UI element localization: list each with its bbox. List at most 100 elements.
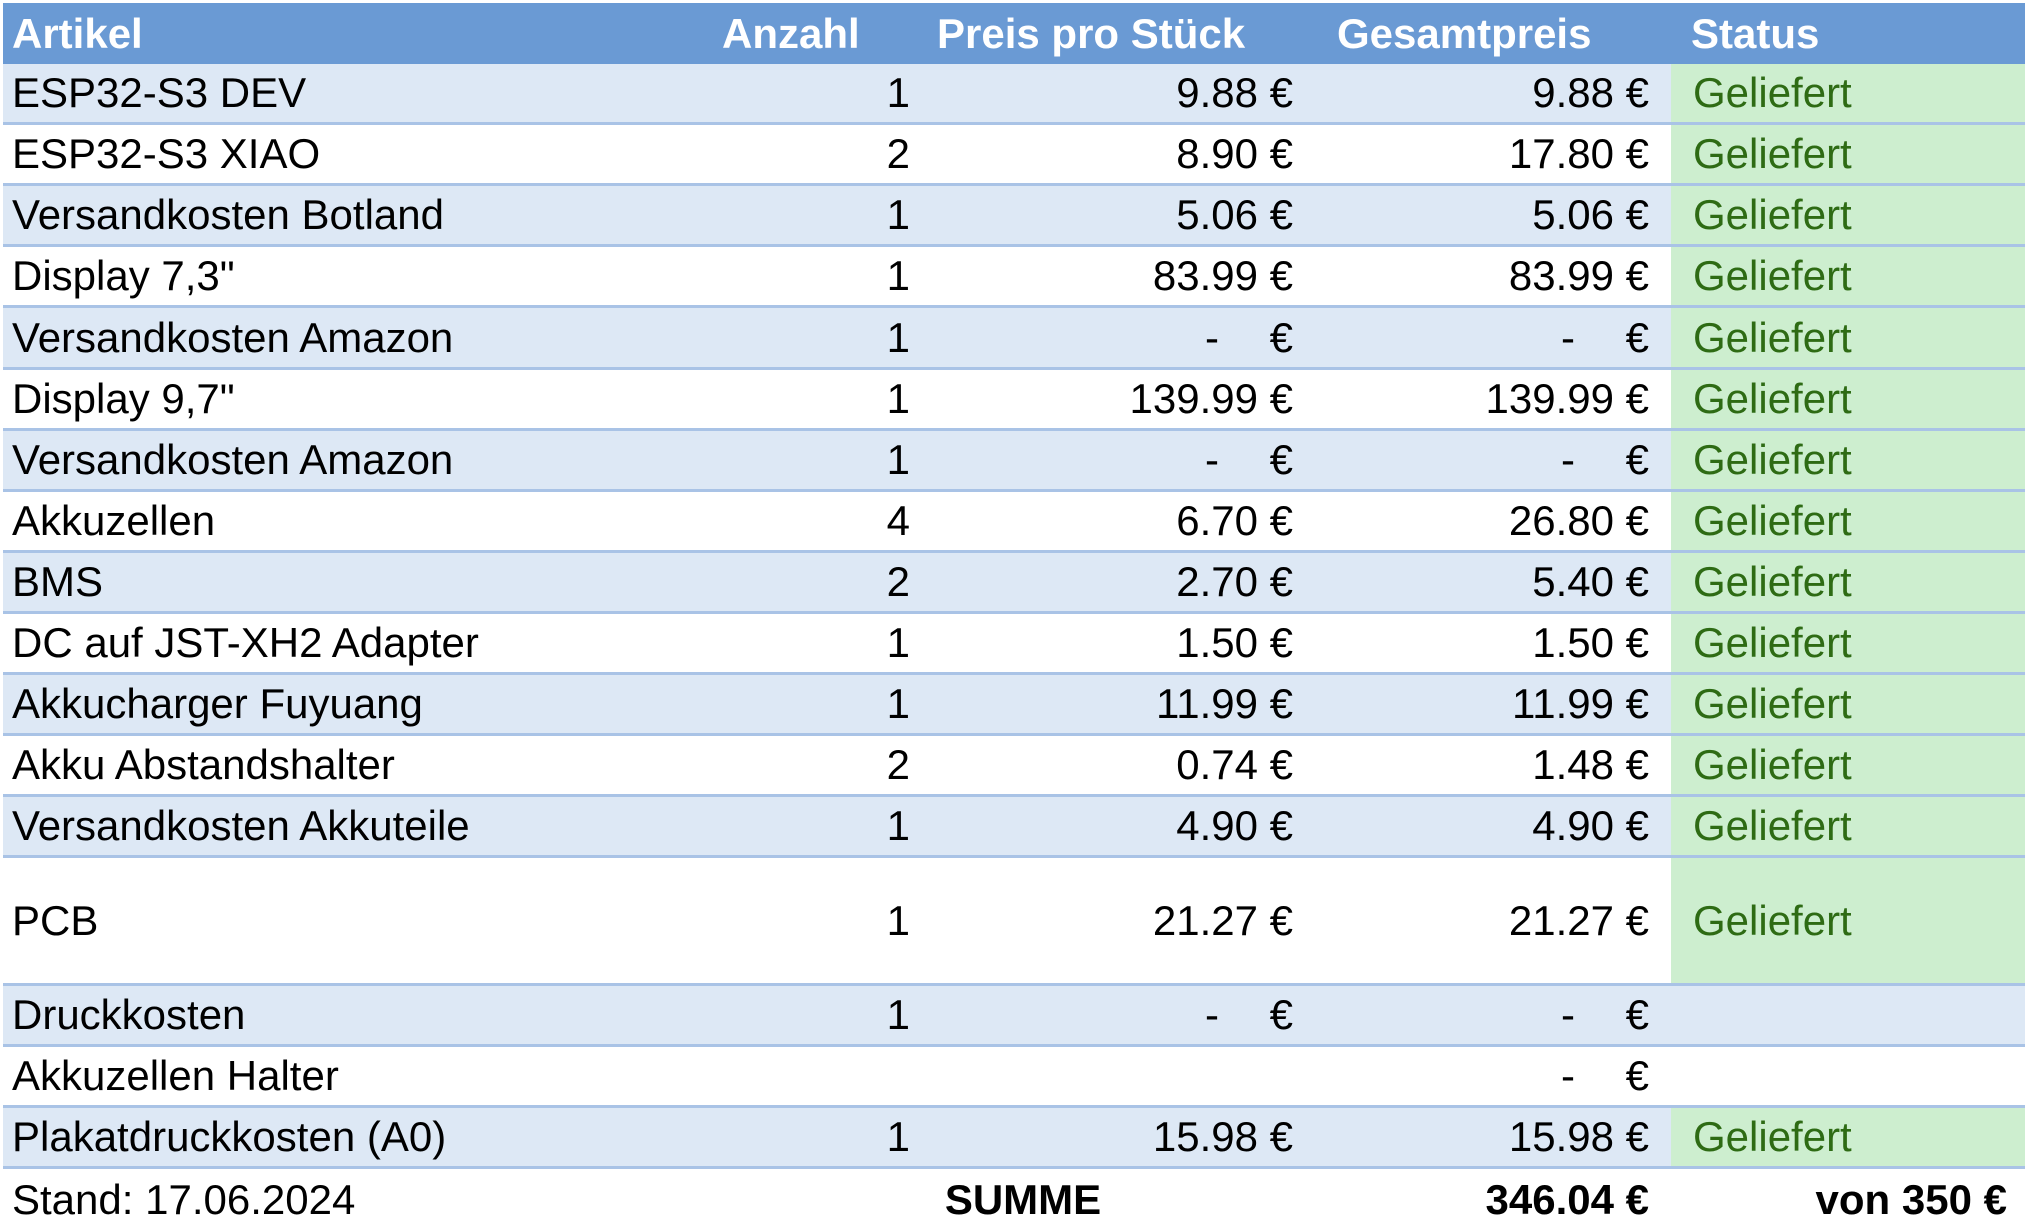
cell-anzahl[interactable]: 2 — [886, 558, 910, 605]
cell-preis[interactable] — [919, 1047, 1315, 1105]
cell-status[interactable] — [1671, 1047, 2025, 1105]
currency-symbol: € — [1625, 991, 1649, 1038]
cell-anzahl[interactable]: 1 — [886, 680, 910, 727]
cell-preis[interactable]: 139.99 € — [1129, 375, 1294, 422]
cell-gesamt[interactable]: 83.99 € — [1508, 252, 1649, 299]
table-row: ESP32-S3 XIAO 2 8.90 € 17.80 € Geliefert — [3, 125, 2025, 186]
table-row: Akku Abstandshalter 2 0.74 € 1.48 € Geliefer… — [3, 736, 2025, 797]
cell-gesamt[interactable]: 4.90 € — [1532, 802, 1649, 849]
cell-anzahl[interactable]: 1 — [886, 436, 910, 483]
cell-artikel[interactable]: Display 7,3" — [12, 252, 235, 299]
cell-anzahl[interactable]: 1 — [886, 991, 910, 1038]
cell-artikel[interactable]: BMS — [12, 558, 104, 605]
cell-anzahl[interactable]: 2 — [886, 741, 910, 788]
cell-preis[interactable]: 83.99 € — [1152, 252, 1293, 299]
cell-anzahl[interactable]: 1 — [886, 896, 910, 944]
table-row: Display 9,7" 1 139.99 € 139.99 € Geliefert — [3, 370, 2025, 431]
cell-preis[interactable]: - € — [919, 308, 1315, 367]
cell-preis[interactable]: 5.06 € — [1176, 191, 1293, 238]
column-header-gesamt[interactable]: Gesamtpreis — [1337, 9, 1592, 57]
cell-status[interactable]: Geliefert — [1671, 553, 2025, 611]
cell-artikel[interactable]: ESP32-S3 DEV — [12, 69, 307, 116]
cell-preis[interactable]: 1.50 € — [1176, 619, 1293, 666]
cell-gesamt[interactable]: - € — [1315, 1047, 1671, 1105]
cell-status[interactable]: Geliefert — [1671, 431, 2025, 489]
cell-preis[interactable]: 21.27 € — [1152, 896, 1293, 944]
cell-gesamt[interactable]: 26.80 € — [1508, 497, 1649, 544]
cell-gesamt[interactable]: 21.27 € — [1508, 896, 1649, 944]
cell-anzahl[interactable] — [711, 1047, 919, 1105]
cell-preis[interactable]: 9.88 € — [1176, 69, 1293, 116]
cell-anzahl[interactable]: 1 — [886, 252, 910, 299]
dash-value: - — [1205, 436, 1219, 483]
cell-artikel[interactable]: Druckkosten — [12, 991, 246, 1038]
cell-gesamt[interactable]: - € — [1315, 431, 1671, 489]
cell-status[interactable]: Geliefert — [1671, 614, 2025, 672]
cell-status[interactable]: Geliefert — [1671, 736, 2025, 794]
cell-artikel[interactable]: Akkuzellen — [12, 497, 216, 544]
cell-status[interactable]: Geliefert — [1671, 308, 2025, 367]
cell-artikel[interactable]: Akkucharger Fuyuang — [12, 680, 423, 727]
cell-gesamt[interactable]: 1.50 € — [1532, 619, 1649, 666]
cell-preis[interactable]: - € — [919, 986, 1315, 1044]
cell-anzahl[interactable]: 1 — [886, 1113, 910, 1160]
cell-anzahl[interactable]: 1 — [886, 69, 910, 116]
cell-status[interactable]: Geliefert — [1671, 125, 2025, 183]
cell-preis[interactable]: 4.90 € — [1176, 802, 1293, 849]
cell-status[interactable]: Geliefert — [1671, 797, 2025, 855]
cell-status[interactable]: Geliefert — [1671, 858, 2025, 983]
column-header-preis[interactable]: Preis pro Stück — [937, 9, 1246, 57]
cell-gesamt[interactable]: 5.40 € — [1532, 558, 1649, 605]
cell-artikel[interactable]: Versandkosten Amazon — [12, 436, 454, 483]
cell-anzahl[interactable]: 1 — [886, 191, 910, 238]
cell-preis[interactable]: 6.70 € — [1176, 497, 1293, 544]
cell-preis[interactable]: 15.98 € — [1152, 1113, 1293, 1160]
cell-artikel[interactable]: Akku Abstandshalter — [12, 741, 395, 788]
cell-artikel[interactable]: ESP32-S3 XIAO — [12, 130, 321, 177]
column-header-artikel[interactable]: Artikel — [12, 9, 143, 57]
cell-preis[interactable]: 2.70 € — [1176, 558, 1293, 605]
cell-status[interactable]: Geliefert — [1671, 675, 2025, 733]
cell-gesamt[interactable]: - € — [1315, 986, 1671, 1044]
cell-artikel[interactable]: Plakatdruckkosten (A0) — [12, 1113, 447, 1160]
cell-gesamt[interactable]: 9.88 € — [1532, 69, 1649, 116]
cell-gesamt[interactable]: - € — [1315, 308, 1671, 367]
cell-status[interactable]: Geliefert — [1671, 370, 2025, 428]
dash-value: - — [1561, 991, 1575, 1038]
stand-date: Stand: 17.06.2024 — [12, 1176, 356, 1223]
cell-anzahl[interactable]: 4 — [886, 497, 910, 544]
column-header-status[interactable]: Status — [1691, 9, 1820, 57]
table-row: Display 7,3" 1 83.99 € 83.99 € Geliefert — [3, 247, 2025, 308]
cell-status[interactable]: Geliefert — [1671, 186, 2025, 244]
column-header-anzahl[interactable]: Anzahl — [722, 9, 860, 57]
cell-artikel[interactable]: Versandkosten Botland — [12, 191, 444, 238]
cell-artikel[interactable]: Versandkosten Amazon — [12, 313, 454, 361]
cell-preis[interactable]: - € — [919, 431, 1315, 489]
cell-status[interactable]: Geliefert — [1671, 64, 2025, 122]
cell-preis[interactable]: 11.99 € — [1155, 680, 1293, 727]
cell-status[interactable]: Geliefert — [1671, 247, 2025, 305]
cell-gesamt[interactable]: 5.06 € — [1532, 191, 1649, 238]
cell-preis[interactable]: 0.74 € — [1176, 741, 1293, 788]
currency-symbol: € — [1269, 991, 1293, 1038]
cell-status[interactable]: Geliefert — [1671, 492, 2025, 550]
cell-artikel[interactable]: Versandkosten Akkuteile — [12, 802, 470, 849]
cell-gesamt[interactable]: 15.98 € — [1508, 1113, 1649, 1160]
cell-gesamt[interactable]: 139.99 € — [1485, 375, 1650, 422]
cell-artikel[interactable]: Display 9,7" — [12, 375, 235, 422]
cell-anzahl[interactable]: 1 — [886, 802, 910, 849]
cell-anzahl[interactable]: 1 — [886, 619, 910, 666]
cell-anzahl[interactable]: 2 — [886, 130, 910, 177]
cell-anzahl[interactable]: 1 — [886, 313, 910, 361]
cell-gesamt[interactable]: 11.99 € — [1511, 680, 1649, 727]
cell-artikel[interactable]: DC auf JST-XH2 Adapter — [12, 619, 479, 666]
cell-preis[interactable]: 8.90 € — [1176, 130, 1293, 177]
cell-anzahl[interactable]: 1 — [886, 375, 910, 422]
table-row: Akkuzellen Halter - € — [3, 1047, 2025, 1108]
cell-artikel[interactable]: Akkuzellen Halter — [12, 1052, 339, 1099]
cell-gesamt[interactable]: 1.48 € — [1532, 741, 1649, 788]
cell-gesamt[interactable]: 17.80 € — [1508, 130, 1649, 177]
cell-status[interactable]: Geliefert — [1671, 1108, 2025, 1166]
cell-artikel[interactable]: PCB — [12, 896, 99, 944]
cell-status[interactable] — [1671, 986, 2025, 1044]
